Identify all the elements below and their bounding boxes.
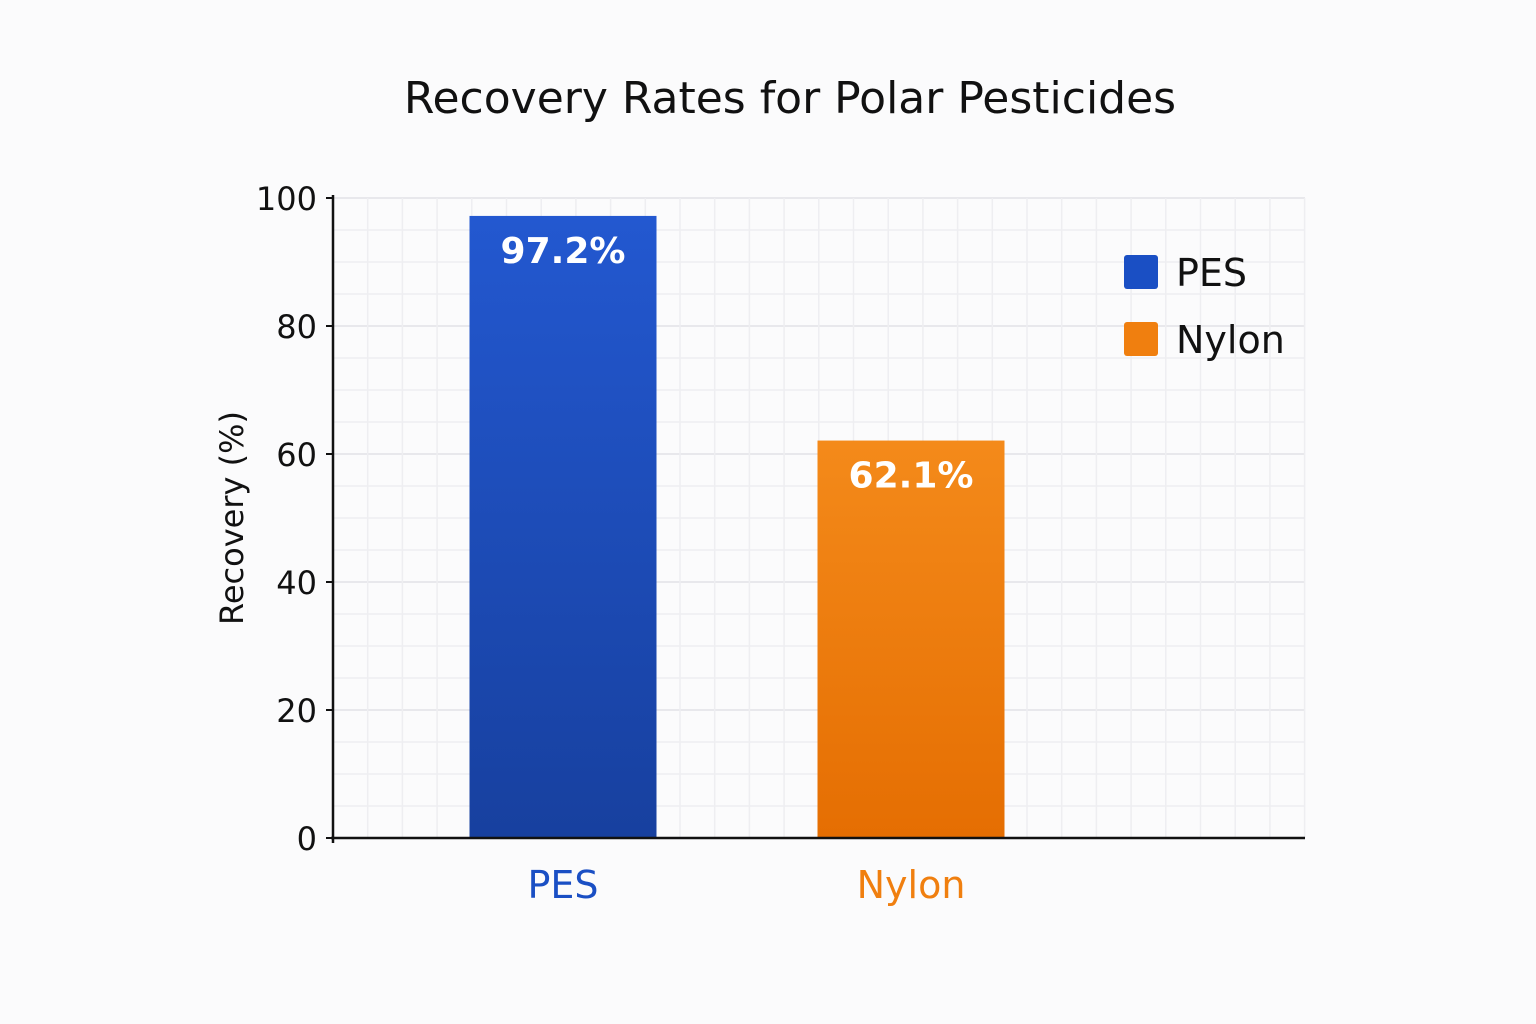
legend-label: PES bbox=[1176, 251, 1247, 295]
bar-nylon bbox=[817, 440, 1005, 838]
data-label: 62.1% bbox=[849, 456, 974, 497]
x-tick-label: PES bbox=[527, 863, 598, 907]
y-tick-label: 0 bbox=[297, 820, 317, 858]
legend-swatch-pes bbox=[1124, 255, 1158, 289]
y-axis-label: Recovery (%) bbox=[213, 411, 251, 625]
y-tick-label: 60 bbox=[276, 436, 317, 474]
legend: PES Nylon bbox=[1124, 251, 1285, 362]
y-tick-label: 80 bbox=[276, 308, 317, 346]
y-tick-label: 100 bbox=[256, 180, 317, 218]
chart-title: Recovery Rates for Polar Pesticides bbox=[404, 73, 1176, 124]
y-tick-label: 20 bbox=[276, 692, 317, 730]
legend-swatch-nylon bbox=[1124, 322, 1158, 356]
x-tick-label: Nylon bbox=[857, 863, 966, 907]
bar-pes bbox=[469, 215, 657, 839]
legend-label: Nylon bbox=[1176, 318, 1285, 362]
data-label: 97.2% bbox=[501, 231, 626, 272]
y-tick-label: 40 bbox=[276, 564, 317, 602]
